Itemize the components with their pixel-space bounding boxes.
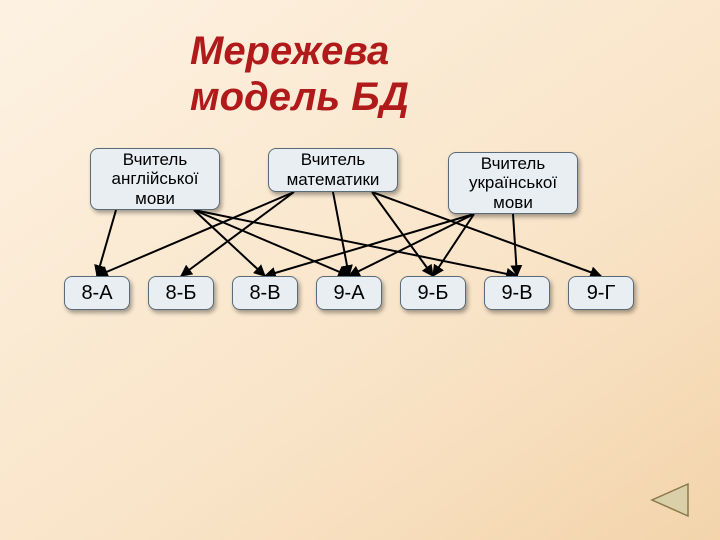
edge-t0-c2 (194, 210, 265, 276)
class-node-5: 9-В (484, 276, 550, 310)
class-node-2: 8-В (232, 276, 298, 310)
page-title: Мережева модель БД (190, 28, 409, 120)
class-node-4: 9-Б (400, 276, 466, 310)
class-node-3-label: 9-А (333, 282, 364, 305)
class-node-0-label: 8-А (81, 282, 112, 305)
edge-t1-c4 (372, 192, 433, 276)
edge-t2-c2 (265, 214, 474, 276)
teacher-node-2-label: Вчитель української мови (469, 154, 557, 213)
edge-t0-c3 (194, 210, 349, 276)
class-node-3: 9-А (316, 276, 382, 310)
edge-t0-c5 (194, 210, 517, 276)
class-node-2-label: 8-В (249, 282, 280, 305)
teacher-node-1: Вчитель математики (268, 148, 398, 192)
class-node-6: 9-Г (568, 276, 634, 310)
teacher-node-2: Вчитель української мови (448, 152, 578, 214)
prev-slide-button[interactable] (648, 482, 690, 518)
teacher-node-0: Вчитель англійської мови (90, 148, 220, 210)
edge-t0-c0 (97, 210, 116, 276)
edge-t2-c5 (513, 214, 517, 276)
class-node-1-label: 8-Б (166, 282, 197, 305)
teacher-node-1-label: Вчитель математики (287, 150, 380, 189)
edge-t1-c3 (333, 192, 349, 276)
class-node-0: 8-А (64, 276, 130, 310)
class-node-1: 8-Б (148, 276, 214, 310)
edge-t2-c4 (433, 214, 474, 276)
class-node-5-label: 9-В (501, 282, 532, 305)
class-node-4-label: 9-Б (418, 282, 449, 305)
prev-triangle-icon (648, 482, 690, 518)
class-node-6-label: 9-Г (587, 282, 616, 305)
edge-t2-c3 (349, 214, 474, 276)
teacher-node-0-label: Вчитель англійської мови (111, 150, 198, 209)
